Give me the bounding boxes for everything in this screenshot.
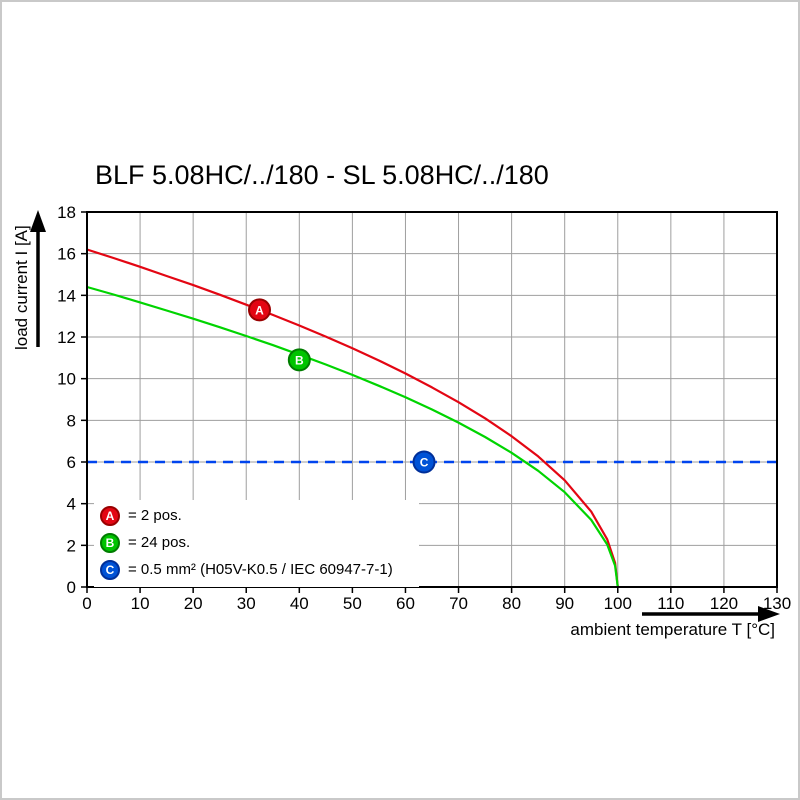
series-b-marker-icon: B [100, 532, 120, 553]
y-tick-label: 0 [67, 578, 76, 597]
y-tick-label: 12 [57, 328, 76, 347]
legend-label-b: = 24 pos. [128, 534, 191, 551]
y-tick-label: 2 [67, 536, 76, 555]
plot-border [86, 211, 778, 588]
legend-item-a: A = 2 pos. [100, 502, 393, 529]
x-tick-label: 50 [343, 594, 362, 613]
x-tick-label: 110 [657, 594, 684, 613]
x-tick-label: 80 [502, 594, 521, 613]
series-a-marker-icon: A [100, 505, 120, 526]
x-tick-label: 100 [604, 594, 632, 613]
marker-letter-b: B [295, 353, 304, 367]
legend-label-c: = 0.5 mm² (H05V-K0.5 / IEC 60947-7-1) [128, 561, 393, 578]
curve-a [86, 248, 619, 588]
x-tick-label: 120 [710, 594, 738, 613]
legend-item-b: B = 24 pos. [100, 529, 393, 556]
y-tick-label: 8 [67, 411, 76, 430]
x-tick-label: 40 [290, 594, 309, 613]
x-tick-label: 20 [184, 594, 203, 613]
marker-letter-a: A [255, 303, 264, 317]
chart-title: BLF 5.08HC/../180 - SL 5.08HC/../180 [95, 160, 549, 190]
marker-b [287, 348, 311, 372]
y-tick-label: 18 [57, 203, 76, 222]
y-tick-label: 6 [67, 453, 76, 472]
x-axis-label: ambient temperature T [°C] [570, 620, 775, 639]
legend: A = 2 pos. B = 24 pos. C = 0.5 mm² (H05V… [94, 500, 419, 587]
y-tick-label: 14 [57, 286, 76, 305]
x-tick-label: 10 [131, 594, 150, 613]
legend-item-c: C = 0.5 mm² (H05V-K0.5 / IEC 60947-7-1) [100, 556, 393, 583]
x-tick-label: 90 [555, 594, 574, 613]
x-tick-label: 130 [763, 594, 791, 613]
y-tick-label: 4 [67, 495, 76, 514]
x-tick-label: 0 [82, 594, 91, 613]
x-axis-arrowhead-icon [758, 606, 780, 622]
y-axis-arrowhead-icon [30, 210, 46, 232]
y-tick-label: 16 [57, 245, 76, 264]
legend-label-a: = 2 pos. [128, 507, 182, 524]
marker-c [412, 450, 436, 474]
x-tick-label: 60 [396, 594, 415, 613]
marker-letter-c: C [420, 456, 429, 470]
x-tick-label: 70 [449, 594, 468, 613]
x-tick-label: 30 [237, 594, 256, 613]
marker-a [248, 298, 271, 322]
series-c-marker-icon: C [100, 559, 120, 580]
curve-b [86, 285, 619, 588]
y-tick-label: 10 [57, 370, 76, 389]
